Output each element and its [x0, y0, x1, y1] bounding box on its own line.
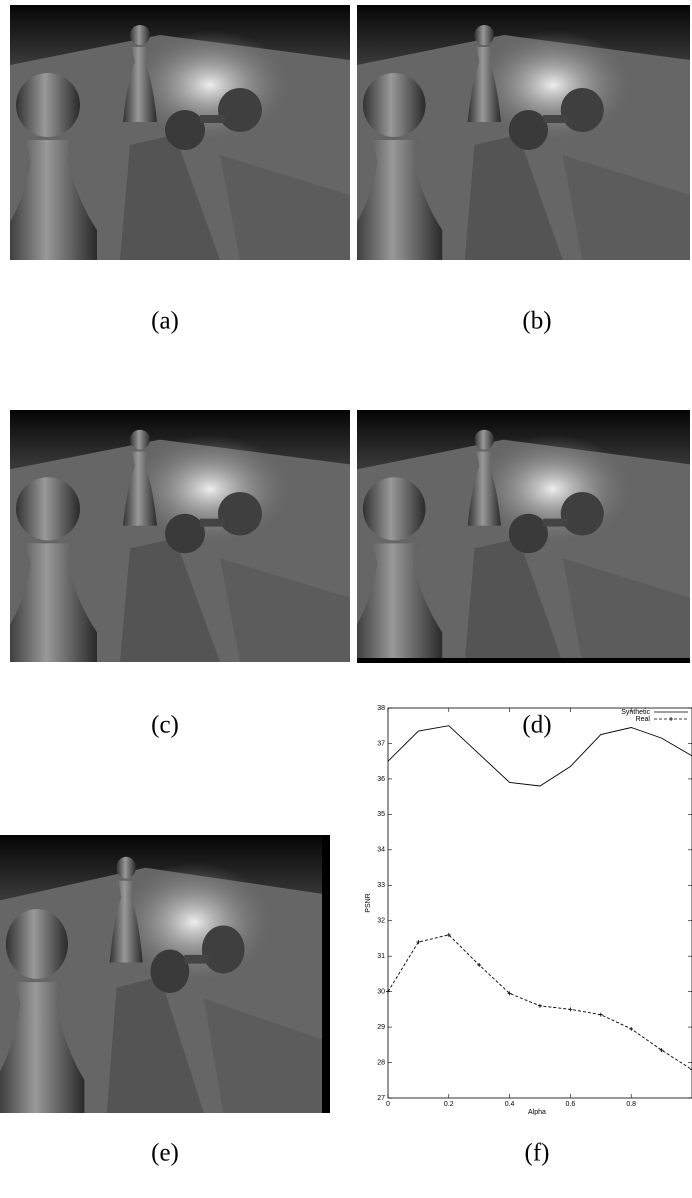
y-tick-label: 38: [377, 705, 385, 712]
legend-label: Synthetic: [621, 709, 650, 716]
series-line: [388, 935, 692, 1070]
y-tick-label: 33: [377, 882, 385, 889]
y-tick-label: 32: [377, 918, 385, 925]
image-c: [5, 410, 350, 662]
panel-label: (c): [151, 712, 179, 739]
legend-marker: [669, 717, 673, 721]
x-tick-label: 0.8: [626, 1101, 636, 1108]
y-axis-label: PSNR: [365, 893, 372, 912]
x-tick-label: 0.4: [505, 1101, 515, 1108]
image-e: [0, 835, 330, 1113]
series-marker: [568, 1007, 572, 1011]
image-a: [5, 5, 350, 260]
x-axis-label: Alpha: [528, 1109, 546, 1116]
x-tick-label: 0.6: [566, 1101, 576, 1108]
y-tick-label: 28: [377, 1059, 385, 1066]
legend-label: Real: [636, 716, 651, 723]
series-marker: [599, 1013, 603, 1017]
panel-label: (b): [522, 308, 551, 335]
y-tick-label: 37: [377, 740, 385, 747]
series-marker: [629, 1027, 633, 1031]
panel-label: (e): [151, 1140, 179, 1167]
y-tick-label: 31: [377, 953, 385, 960]
series-marker: [538, 1004, 542, 1008]
y-tick-label: 34: [377, 847, 385, 854]
series-marker: [416, 940, 420, 944]
x-tick-label: 0.2: [444, 1101, 454, 1108]
image-b: [352, 5, 690, 260]
chart: Alpha PSNR 27 28 29 30 31 32 33 34 35 36 37 38 0 0.2 0…: [365, 705, 692, 1116]
panel-label: (a): [151, 308, 179, 335]
panel-label: (f): [525, 1140, 550, 1167]
y-tick-label: 35: [377, 811, 385, 818]
y-tick-label: 27: [377, 1095, 385, 1102]
figure: (a) (b) (c) (d) (e) (f) Alpha PSNR 27 28 2…: [0, 0, 692, 1198]
panel-label: (d): [522, 712, 551, 739]
image-border: [357, 658, 690, 663]
y-tick-label: 30: [377, 988, 385, 995]
image-d: [352, 410, 690, 662]
image-border: [322, 835, 330, 1113]
y-tick-label: 36: [377, 776, 385, 783]
series-marker: [386, 990, 390, 994]
x-tick-label: 0: [386, 1101, 390, 1108]
y-tick-label: 29: [377, 1024, 385, 1031]
